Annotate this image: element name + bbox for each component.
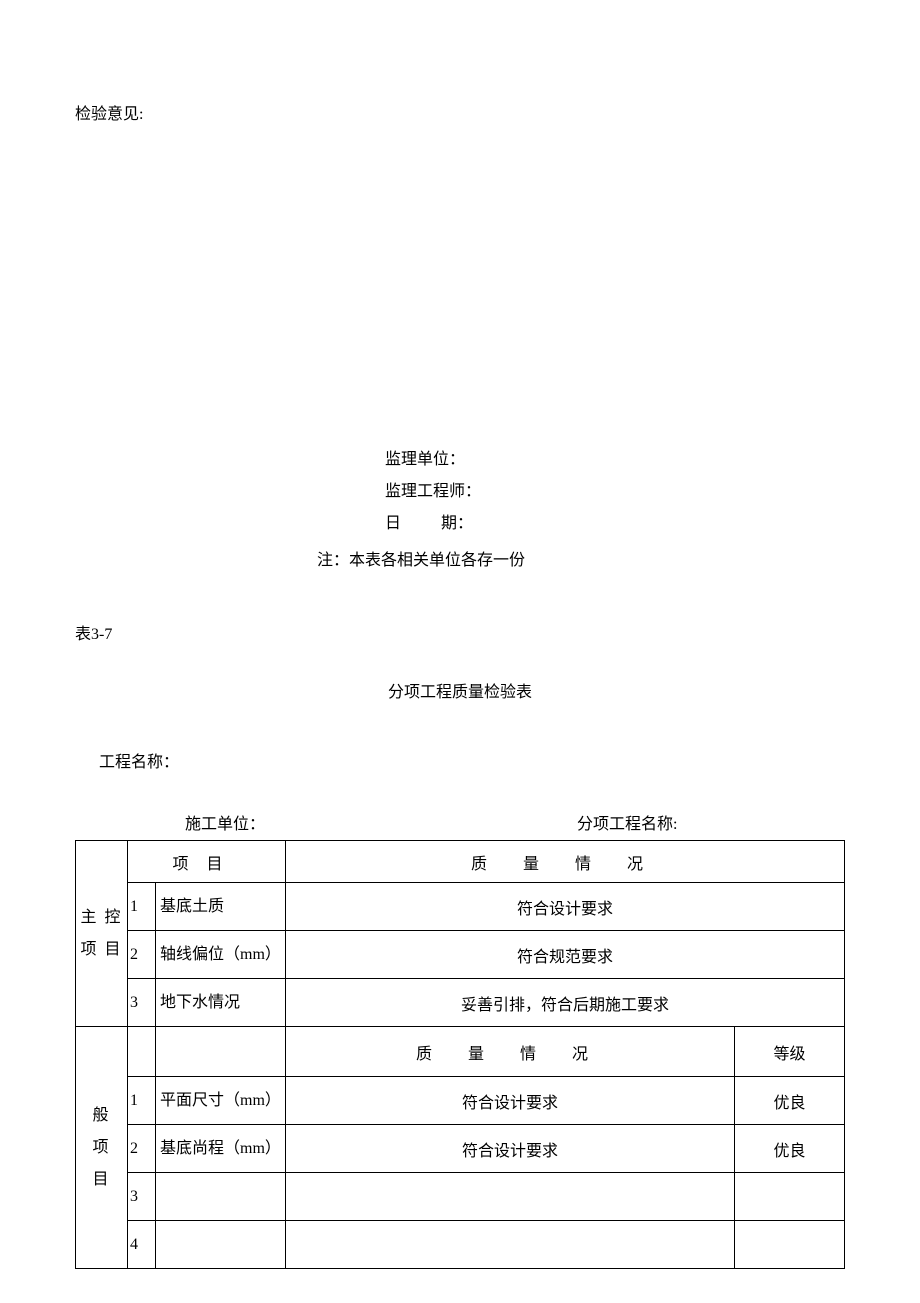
item-name: 基底尚程（mm）	[156, 1125, 286, 1173]
note-label: 注：本表各相关单位各存一份	[317, 546, 845, 570]
supervisor-engineer-label: 监理工程师：	[385, 476, 845, 508]
table-title: 分项工程质量检验表	[75, 678, 845, 702]
date-label: 日 期：	[385, 508, 845, 540]
table-row: 主 控项 目 项目 质 量 情 况	[76, 841, 845, 883]
empty-cell	[156, 1027, 286, 1077]
quality-header2: 质 量 情 况	[286, 1027, 735, 1077]
item-name: 地下水情况	[156, 979, 286, 1027]
inspection-table: 主 控项 目 项目 质 量 情 况 1 基底土质 符合设计要求 2 轴线偏位（m…	[75, 840, 845, 1269]
table-number: 表3-7	[75, 620, 845, 644]
quality-value: 符合设计要求	[286, 883, 845, 931]
item-name: 平面尺寸（mm）	[156, 1077, 286, 1125]
table-row: 1 基底土质 符合设计要求	[76, 883, 845, 931]
row-num: 1	[128, 1077, 156, 1125]
quality-value	[286, 1221, 735, 1269]
table-row: 2 轴线偏位（mm） 符合规范要求	[76, 931, 845, 979]
quality-value	[286, 1173, 735, 1221]
item-name	[156, 1221, 286, 1269]
item-header: 项目	[128, 841, 286, 883]
table-row: 2 基底尚程（mm） 符合设计要求 优良	[76, 1125, 845, 1173]
quality-header: 质 量 情 况	[286, 841, 845, 883]
empty-cell	[128, 1027, 156, 1077]
quality-value: 符合规范要求	[286, 931, 845, 979]
grade-value: 优良	[734, 1077, 844, 1125]
table-row: 般 项 目 质 量 情 况 等级	[76, 1027, 845, 1077]
sub-project-label: 分项工程名称:	[577, 810, 677, 834]
general-category-cell: 般 项 目	[76, 1027, 128, 1269]
table-row: 3	[76, 1173, 845, 1221]
table-row: 3 地下水情况 妥善引排，符合后期施工要求	[76, 979, 845, 1027]
supervisor-unit-label: 监理单位：	[385, 444, 845, 476]
inspection-opinion-label: 检验意见:	[75, 100, 845, 124]
quality-value: 符合设计要求	[286, 1125, 735, 1173]
grade-header: 等级	[734, 1027, 844, 1077]
general-char: 项	[78, 1132, 125, 1164]
item-name: 基底土质	[156, 883, 286, 931]
row-num: 2	[128, 931, 156, 979]
row-num: 4	[128, 1221, 156, 1269]
quality-value: 妥善引排，符合后期施工要求	[286, 979, 845, 1027]
item-name: 轴线偏位（mm）	[156, 931, 286, 979]
general-char: 目	[78, 1164, 125, 1196]
quality-value: 符合设计要求	[286, 1077, 735, 1125]
row-num: 3	[128, 979, 156, 1027]
project-name-label: 工程名称：	[99, 748, 845, 772]
table-row: 4	[76, 1221, 845, 1269]
general-char: 般	[78, 1100, 125, 1132]
table-row: 1 平面尺寸（mm） 符合设计要求 优良	[76, 1077, 845, 1125]
row-num: 3	[128, 1173, 156, 1221]
main-category-cell: 主 控项 目	[76, 841, 128, 1027]
grade-value	[734, 1221, 844, 1269]
grade-value: 优良	[734, 1125, 844, 1173]
row-num: 1	[128, 883, 156, 931]
row-num: 2	[128, 1125, 156, 1173]
construction-unit-label: 施工单位：	[185, 810, 265, 834]
grade-value	[734, 1173, 844, 1221]
item-name	[156, 1173, 286, 1221]
